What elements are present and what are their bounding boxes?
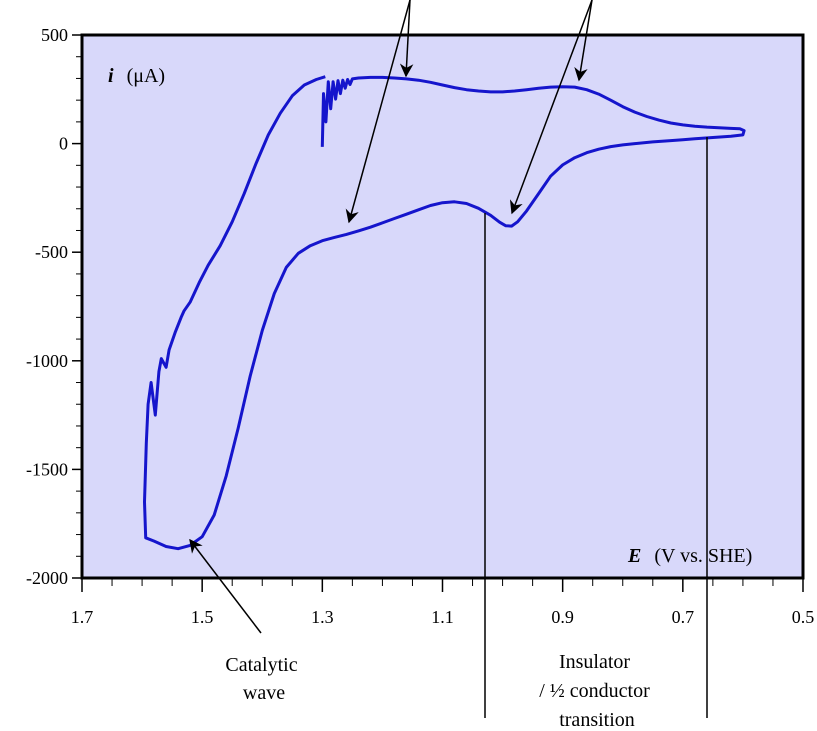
series-line: [143, 75, 746, 551]
x-tick-label: 1.5: [191, 607, 214, 627]
y-tick-label: 0: [59, 134, 68, 154]
plot-border: [80, 33, 805, 580]
annotation-arrow: [345, 0, 411, 224]
y-tick-label: -500: [35, 242, 68, 262]
annotation-arrow: [574, 0, 593, 82]
y-axis-title: i (μA): [108, 65, 165, 87]
catalytic-wave-label: Catalytic wave: [225, 654, 302, 704]
x-axis-symbol: E: [627, 545, 641, 567]
x-tick-label: 0.9: [551, 607, 574, 627]
y-tick-label: -1500: [26, 459, 68, 479]
y-tick-label: -1000: [26, 351, 68, 371]
x-tick-label: 1.3: [311, 607, 334, 627]
x-tick-labels: 1.7 1.5 1.3 1.1 0.9 0.7 0.5: [71, 607, 815, 627]
y-axis-unit: (μA): [127, 65, 166, 87]
x-tick-label: 0.5: [792, 607, 815, 627]
y-tick-labels: 500 0 -500 -1000 -1500 -2000: [26, 25, 68, 588]
plot-area: [82, 35, 803, 578]
catalytic-wave-arrow: [189, 538, 262, 634]
x-tick-label: 1.1: [431, 607, 454, 627]
transition-label: Insulator / ½ conductor transition: [539, 651, 655, 731]
annotation-arrow: [509, 0, 593, 215]
x-axis-title: E (V vs. SHE): [627, 545, 752, 567]
x-tick-label: 1.7: [71, 607, 94, 627]
annotation-arrow: [399, 0, 414, 78]
y-tick-label: -2000: [26, 568, 68, 588]
y-axis-symbol: i: [108, 65, 114, 87]
major-ticks: [72, 34, 804, 592]
x-axis-unit: (V vs. SHE): [654, 545, 752, 567]
y-tick-label: 500: [41, 25, 68, 45]
x-tick-label: 0.7: [672, 607, 695, 627]
